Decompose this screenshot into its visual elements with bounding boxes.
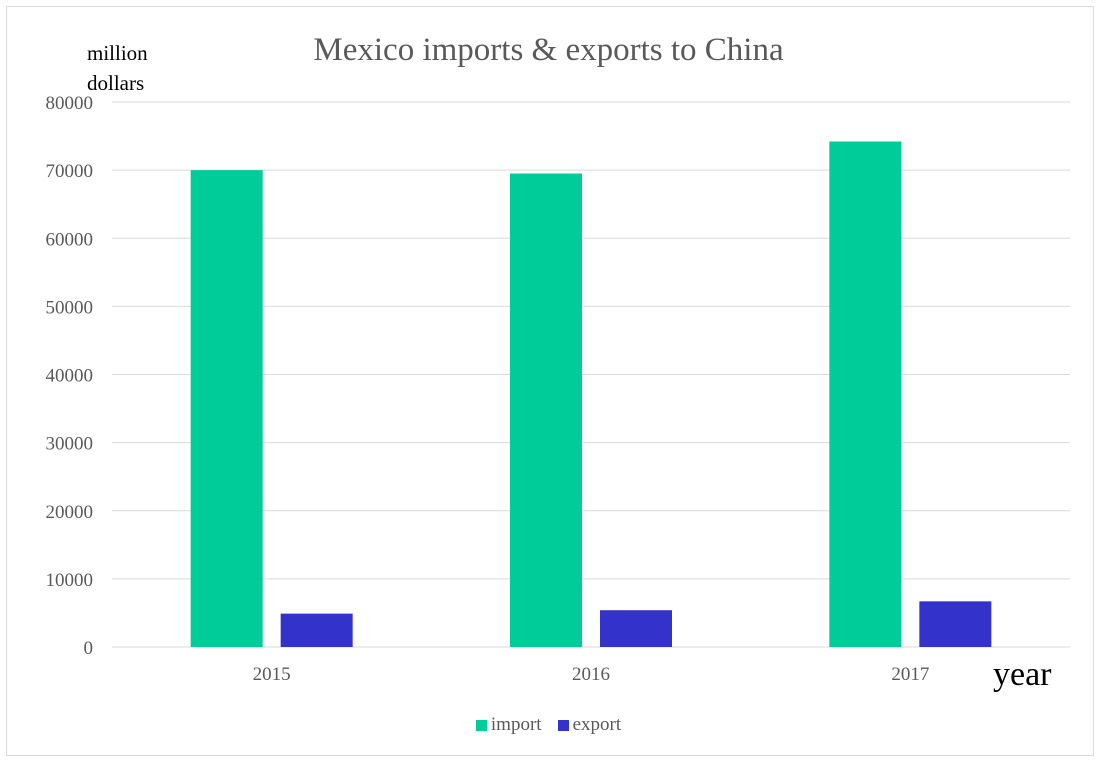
y-tick-label: 70000 — [46, 161, 94, 182]
chart-title: Mexico imports & exports to China — [313, 32, 784, 68]
y-tick-label: 0 — [84, 638, 94, 659]
legend-item-import: import — [475, 714, 542, 736]
legend-swatch — [475, 719, 487, 731]
bar-import-2017 — [829, 141, 902, 647]
x-axis-label: year — [993, 656, 1052, 693]
y-tick-label: 60000 — [46, 229, 94, 250]
legend-item-export: export — [557, 714, 622, 736]
y-axis-label: million dollars — [87, 41, 148, 95]
legend-label: import — [490, 714, 542, 735]
legend-swatch — [557, 719, 569, 731]
y-tick-label: 40000 — [46, 366, 94, 387]
chart-legend: import export — [0, 714, 1097, 736]
bar-export-2017 — [919, 601, 992, 647]
bar-import-2015 — [190, 170, 263, 647]
x-tick-label: 2015 — [253, 664, 291, 685]
bar-export-2015 — [280, 613, 353, 647]
bar-import-2016 — [510, 173, 582, 647]
legend-label: export — [572, 714, 622, 735]
y-tick-label: 50000 — [46, 297, 94, 318]
y-tick-label: 10000 — [46, 570, 94, 591]
y-tick-label: 80000 — [46, 93, 94, 114]
x-tick-label: 2017 — [891, 664, 929, 685]
y-tick-label: 20000 — [46, 502, 94, 523]
x-tick-label: 2016 — [572, 664, 610, 685]
y-tick-label: 30000 — [46, 434, 94, 455]
bar-export-2016 — [600, 610, 672, 647]
